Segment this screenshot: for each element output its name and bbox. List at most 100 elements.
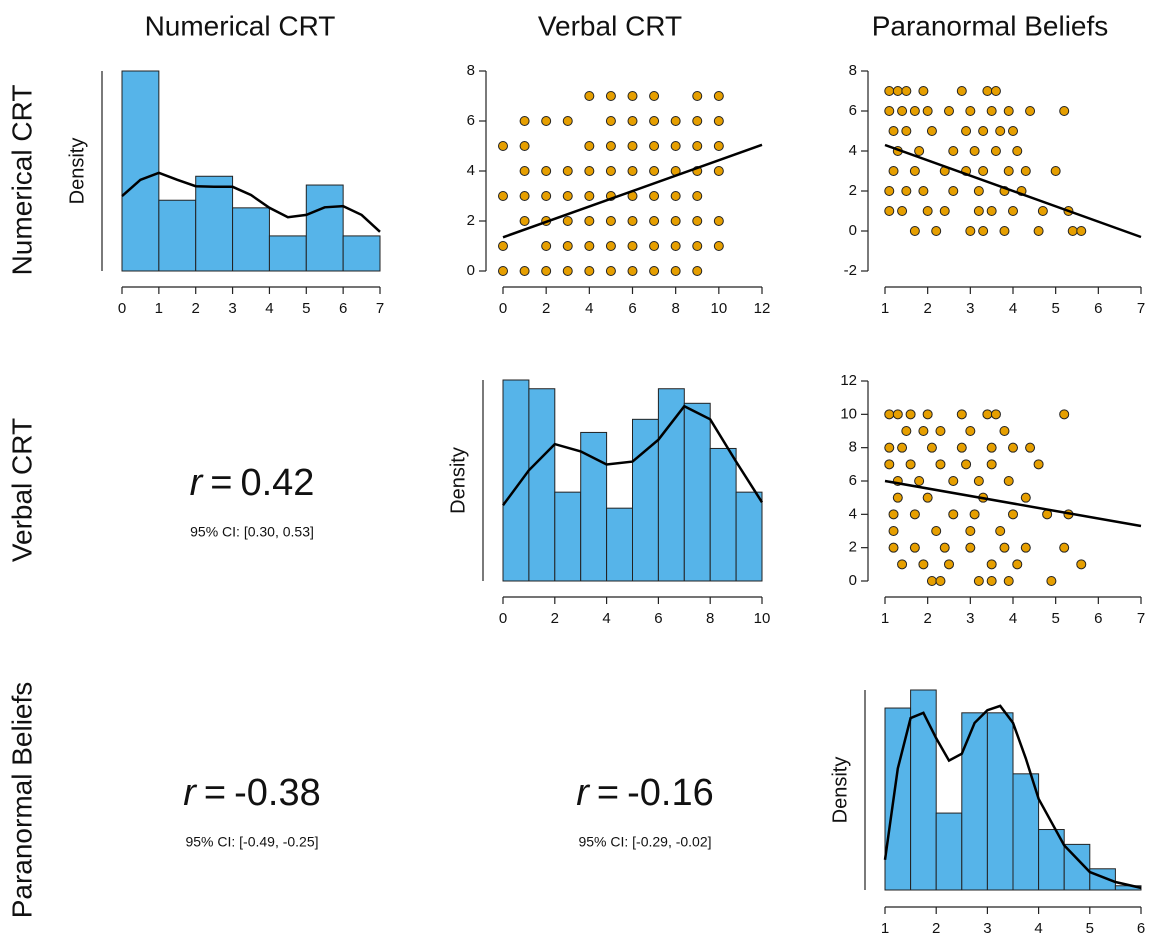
- x-tick-label: 3: [966, 610, 974, 627]
- scatter-point: [897, 106, 908, 116]
- scatter-point: [995, 126, 1006, 136]
- scatter-point: [692, 91, 703, 101]
- scatter-point: [605, 141, 616, 151]
- x-tick-label: 4: [1034, 920, 1042, 937]
- histogram-bar: [709, 447, 737, 582]
- scatter-point: [1046, 576, 1057, 586]
- x-tick-label: 4: [1009, 300, 1017, 317]
- scatter-point: [519, 166, 530, 176]
- scatter-point: [605, 91, 616, 101]
- scatter-point: [649, 216, 660, 226]
- y-axis-label: Density: [447, 447, 469, 514]
- x-tick-label: 2: [932, 920, 940, 937]
- scatter-point: [897, 559, 908, 570]
- scatter-point: [956, 86, 967, 96]
- scatter-point: [1033, 459, 1044, 470]
- y-tick-label: 0: [467, 262, 475, 279]
- histogram-bar: [961, 712, 988, 891]
- scatter-point: [897, 442, 908, 453]
- scatter-point: [627, 91, 638, 101]
- y-tick-label: 4: [849, 142, 857, 159]
- scatter-point: [498, 266, 508, 276]
- scatter-point: [888, 126, 899, 136]
- x-tick-label: 5: [1086, 920, 1094, 937]
- scatter-point: [901, 186, 912, 196]
- histogram-bar: [1012, 773, 1040, 891]
- scatter-point: [649, 91, 660, 101]
- scatter-point: [969, 509, 980, 520]
- scatter-point: [649, 166, 660, 176]
- scatter-point: [918, 559, 929, 570]
- scatter-point: [1020, 492, 1031, 503]
- y-tick-label: 4: [467, 162, 475, 179]
- scatter-point: [986, 576, 997, 586]
- scatter-point: [965, 426, 976, 436]
- scatter-point: [584, 216, 595, 226]
- scatter-point: [965, 106, 976, 116]
- scatter-point: [986, 106, 997, 116]
- histogram-bar: [305, 184, 344, 272]
- confidence-interval: 95% CI: [-0.29, -0.02]: [578, 834, 711, 850]
- scatter-point: [649, 116, 660, 126]
- histogram-bar: [268, 235, 307, 272]
- scatter-point: [584, 266, 595, 276]
- column-header: Verbal CRT: [538, 10, 682, 41]
- scatter-point: [922, 206, 933, 216]
- scatter-point: [888, 509, 899, 520]
- y-tick-label: 6: [849, 472, 857, 489]
- scatter-point: [939, 542, 950, 553]
- scatter-point: [1076, 559, 1087, 570]
- scatter-point: [692, 116, 703, 126]
- scatter-point: [670, 266, 681, 276]
- scatter-point: [948, 186, 959, 196]
- scatter-point: [973, 186, 984, 196]
- scatter-point: [519, 191, 530, 201]
- scatter-point: [519, 141, 530, 151]
- scatter-point: [1050, 166, 1061, 176]
- scatter-point: [918, 186, 929, 196]
- x-tick-label: 2: [923, 300, 931, 317]
- scatter-point: [498, 191, 508, 201]
- scatter-point: [905, 409, 916, 420]
- scatter-point: [1003, 476, 1014, 486]
- scatter-point: [670, 116, 681, 126]
- scatter-point: [982, 86, 993, 96]
- x-tick-label: 7: [376, 300, 384, 317]
- scatter-point: [541, 241, 552, 251]
- x-tick-label: 1: [881, 920, 889, 937]
- x-tick-label: 0: [118, 300, 126, 317]
- regression-line: [884, 143, 1142, 239]
- scatter-point: [692, 266, 703, 276]
- scatter-point: [914, 476, 925, 486]
- regression-line: [884, 479, 1142, 528]
- x-tick-label: 8: [706, 610, 714, 627]
- y-tick-label: 6: [467, 112, 475, 129]
- scatter-point: [892, 492, 903, 503]
- x-tick-label: 4: [265, 300, 273, 317]
- y-tick-label: 10: [840, 405, 857, 422]
- x-tick-label: 1: [155, 300, 163, 317]
- scatter-point: [584, 91, 595, 101]
- histogram-bar: [528, 388, 556, 582]
- histogram-bar: [935, 812, 963, 891]
- scatter-point: [670, 241, 681, 251]
- x-tick-label: 6: [339, 300, 347, 317]
- scatter-point: [605, 116, 616, 126]
- operator: =: [597, 772, 619, 814]
- scatter-point: [1076, 226, 1087, 236]
- scatter-point: [935, 426, 946, 436]
- x-tick-label: 0: [499, 300, 507, 317]
- scatter-point: [926, 576, 937, 586]
- scatter-point: [670, 191, 681, 201]
- correlation: 0.42: [240, 462, 314, 504]
- scatter-point: [978, 126, 989, 136]
- scatter-point: [519, 266, 530, 276]
- scatter-point: [713, 116, 724, 126]
- scatter-point: [926, 442, 937, 453]
- scatter-point: [562, 191, 573, 201]
- scatter-point: [584, 141, 595, 151]
- y-tick-label: 0: [849, 222, 857, 239]
- row-header: Numerical CRT: [6, 85, 37, 276]
- scatter-point: [965, 542, 976, 553]
- x-tick-label: 5: [1051, 610, 1059, 627]
